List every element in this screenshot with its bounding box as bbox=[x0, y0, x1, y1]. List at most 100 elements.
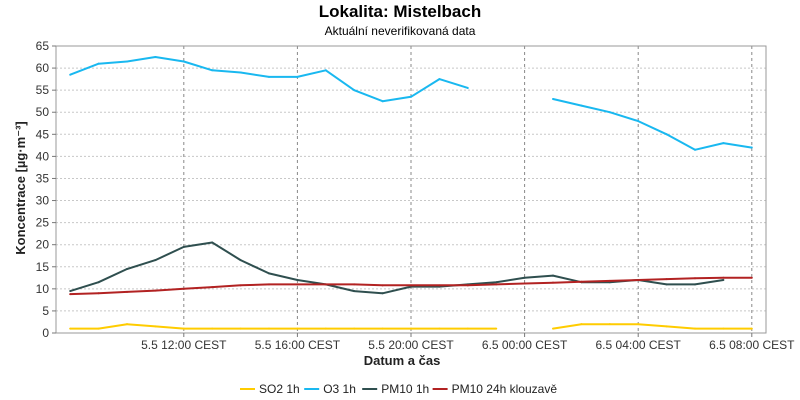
data-point bbox=[324, 69, 327, 72]
data-point bbox=[495, 283, 498, 286]
data-point bbox=[466, 86, 469, 89]
data-point bbox=[665, 325, 668, 328]
data-point bbox=[694, 283, 696, 286]
data-point bbox=[381, 292, 384, 295]
y-tick-label: 40 bbox=[36, 149, 50, 163]
data-point bbox=[211, 327, 214, 330]
data-point bbox=[580, 323, 583, 326]
y-tick-label: 5 bbox=[42, 304, 49, 318]
legend-label: O3 1h bbox=[323, 382, 356, 396]
legend-item: PM10 1h bbox=[362, 382, 429, 396]
series-2 bbox=[69, 241, 725, 295]
series-line bbox=[69, 241, 724, 295]
data-point bbox=[69, 290, 72, 293]
y-tick-label: 35 bbox=[36, 171, 50, 185]
data-point bbox=[296, 283, 299, 286]
data-point bbox=[154, 259, 157, 262]
data-point bbox=[268, 75, 270, 78]
data-point bbox=[523, 282, 526, 285]
y-tick-label: 15 bbox=[36, 260, 50, 274]
chart-title: Lokalita: Mistelbach bbox=[319, 2, 481, 21]
data-point bbox=[239, 327, 242, 330]
data-point bbox=[750, 276, 753, 279]
data-point bbox=[580, 280, 583, 283]
y-axis-ticks: 0 5 10 15 20 25 30 35 40 45 50 55 60 65 bbox=[36, 39, 56, 340]
data-point bbox=[324, 283, 327, 286]
data-point bbox=[154, 325, 157, 328]
data-point bbox=[182, 245, 185, 248]
data-point bbox=[154, 56, 157, 59]
legend-label: PM10 24h klouzavě bbox=[452, 382, 558, 396]
series-3 bbox=[69, 276, 753, 296]
data-point bbox=[410, 95, 412, 98]
series-lines bbox=[69, 56, 753, 330]
y-tick-label: 0 bbox=[42, 326, 49, 340]
y-tick-label: 10 bbox=[36, 282, 50, 296]
data-point bbox=[381, 284, 384, 287]
data-point bbox=[296, 327, 299, 330]
data-point bbox=[353, 290, 356, 293]
data-point bbox=[438, 327, 441, 330]
data-point bbox=[410, 284, 412, 287]
y-tick-label: 65 bbox=[36, 39, 50, 53]
data-point bbox=[268, 283, 270, 286]
data-point bbox=[239, 284, 242, 287]
data-point bbox=[694, 327, 696, 330]
data-point bbox=[608, 323, 611, 326]
data-point bbox=[608, 111, 611, 114]
y-tick-label: 45 bbox=[36, 127, 50, 141]
data-point bbox=[637, 279, 640, 282]
data-point bbox=[722, 142, 725, 145]
data-point bbox=[69, 293, 72, 296]
data-point bbox=[126, 267, 128, 270]
data-point bbox=[722, 327, 725, 330]
data-point bbox=[97, 327, 100, 330]
series-1 bbox=[69, 56, 753, 151]
data-point bbox=[182, 287, 185, 290]
data-point bbox=[353, 327, 356, 330]
data-point bbox=[552, 97, 554, 100]
data-point bbox=[239, 71, 242, 74]
data-point bbox=[552, 327, 554, 330]
data-point bbox=[126, 60, 128, 63]
y-tick-label: 55 bbox=[36, 83, 50, 97]
x-axis-label: Datum a čas bbox=[364, 353, 441, 368]
series-line bbox=[70, 323, 752, 330]
data-point bbox=[722, 276, 725, 279]
data-point bbox=[750, 327, 753, 330]
legend-item: O3 1h bbox=[304, 382, 356, 396]
data-point bbox=[381, 327, 384, 330]
data-point bbox=[637, 120, 640, 123]
data-point bbox=[381, 100, 384, 103]
y-tick-label: 25 bbox=[36, 216, 50, 230]
legend-item: SO2 1h bbox=[240, 382, 300, 396]
data-point bbox=[580, 104, 583, 107]
data-point bbox=[97, 62, 100, 65]
series-0 bbox=[69, 323, 753, 330]
y-tick-label: 50 bbox=[36, 105, 50, 119]
data-point bbox=[324, 327, 327, 330]
chart-subtitle: Aktuální neverifikovaná data bbox=[325, 24, 476, 38]
y-tick-label: 20 bbox=[36, 238, 50, 252]
data-point bbox=[182, 60, 185, 63]
x-tick-label: 5.5 16:00 CEST bbox=[255, 338, 341, 352]
data-point bbox=[466, 327, 469, 330]
data-point bbox=[69, 327, 72, 330]
x-tick-label: 6.5 00:00 CEST bbox=[482, 338, 568, 352]
data-point bbox=[438, 284, 441, 287]
data-point bbox=[296, 75, 299, 78]
data-point bbox=[296, 279, 299, 282]
data-point bbox=[665, 283, 668, 286]
data-point bbox=[495, 327, 498, 330]
legend-item: PM10 24h klouzavě bbox=[432, 382, 558, 396]
data-point bbox=[495, 281, 498, 284]
data-point bbox=[97, 281, 100, 284]
y-tick-label: 60 bbox=[36, 61, 50, 75]
data-point bbox=[353, 283, 356, 286]
data-point bbox=[552, 281, 554, 284]
x-axis-ticks: 5.5 12:00 CEST 5.5 16:00 CEST 5.5 20:00 CE… bbox=[141, 333, 795, 352]
data-point bbox=[182, 327, 185, 330]
data-point bbox=[665, 278, 668, 281]
legend-label: PM10 1h bbox=[381, 382, 429, 396]
